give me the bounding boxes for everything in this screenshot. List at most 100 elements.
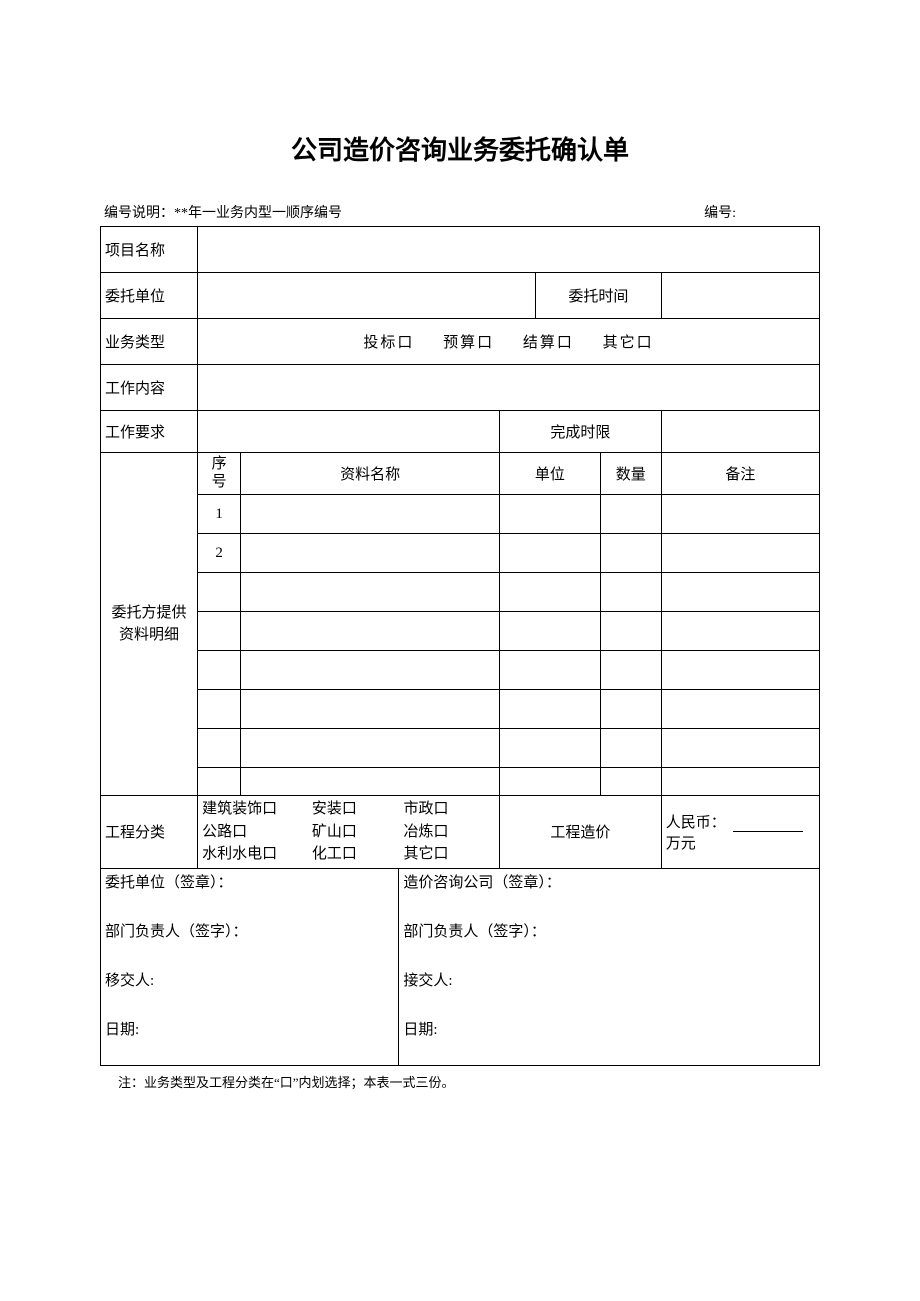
label-remark: 备注 <box>661 453 819 495</box>
material-name[interactable] <box>241 495 500 534</box>
material-seq: 2 <box>198 534 241 573</box>
label-material-name: 资料名称 <box>241 453 500 495</box>
material-unit[interactable] <box>500 573 601 612</box>
material-seq <box>198 768 241 796</box>
material-qty[interactable] <box>600 690 661 729</box>
label-qty: 数量 <box>600 453 661 495</box>
eng-opt-highway[interactable]: 公路口 <box>202 821 312 844</box>
material-seq: 1 <box>198 495 241 534</box>
biz-type-opt-bid[interactable]: 投标口 <box>363 335 414 351</box>
label-engineering-class: 工程分类 <box>101 796 198 869</box>
material-qty[interactable] <box>600 729 661 768</box>
field-work-req[interactable] <box>198 411 500 453</box>
material-remark[interactable] <box>661 495 819 534</box>
sign-right-dept-head: 部门负责人（签字）： <box>403 920 815 941</box>
footnote: 注：业务类型及工程分类在“口”内划选择；本表一式三份。 <box>100 1072 820 1091</box>
eng-opt-smelting[interactable]: 冶炼口 <box>403 821 495 844</box>
label-client-unit: 委托单位 <box>101 273 198 319</box>
eng-opt-municipal[interactable]: 市政口 <box>403 798 495 821</box>
material-seq <box>198 651 241 690</box>
material-remark[interactable] <box>661 612 819 651</box>
field-work-content[interactable] <box>198 365 820 411</box>
material-remark[interactable] <box>661 573 819 612</box>
material-row <box>101 573 820 612</box>
page-title: 公司造价咨询业务委托确认单 <box>100 130 820 167</box>
material-remark[interactable] <box>661 768 819 796</box>
rmb-prefix: 人民币： <box>666 815 726 831</box>
material-remark[interactable] <box>661 651 819 690</box>
material-qty[interactable] <box>600 612 661 651</box>
biz-type-opt-settle[interactable]: 结算口 <box>523 335 574 351</box>
material-row <box>101 612 820 651</box>
material-qty[interactable] <box>600 768 661 796</box>
material-remark[interactable] <box>661 690 819 729</box>
sign-left-unit: 委托单位（签章）： <box>105 871 394 892</box>
signature-left: 委托单位（签章）： 部门负责人（签字）： 移交人: 日期: <box>101 868 399 1065</box>
material-seq <box>198 690 241 729</box>
label-unit: 单位 <box>500 453 601 495</box>
header-line: 编号说明：**年一业务内型一顺序编号 编号: <box>100 202 820 222</box>
material-qty[interactable] <box>600 534 661 573</box>
material-qty[interactable] <box>600 651 661 690</box>
eng-opt-chemical[interactable]: 化工口 <box>312 843 404 866</box>
material-name[interactable] <box>241 690 500 729</box>
material-remark[interactable] <box>661 534 819 573</box>
number-label: 编号: <box>704 202 816 222</box>
label-biz-type: 业务类型 <box>101 319 198 365</box>
material-unit[interactable] <box>500 534 601 573</box>
numbering-description: 编号说明：**年一业务内型一顺序编号 <box>104 202 342 222</box>
material-seq <box>198 612 241 651</box>
label-deadline: 完成时限 <box>500 411 662 453</box>
material-unit[interactable] <box>500 729 601 768</box>
material-seq <box>198 729 241 768</box>
material-name[interactable] <box>241 729 500 768</box>
sign-right-receiver: 接交人: <box>403 969 815 990</box>
eng-opt-hydro[interactable]: 水利水电口 <box>202 843 312 866</box>
material-seq <box>198 573 241 612</box>
material-row: 1 <box>101 495 820 534</box>
field-project-name[interactable] <box>198 227 820 273</box>
label-work-req: 工作要求 <box>101 411 198 453</box>
material-unit[interactable] <box>500 651 601 690</box>
label-engineering-cost: 工程造价 <box>500 796 662 869</box>
field-entrust-time[interactable] <box>661 273 819 319</box>
sign-right-date: 日期: <box>403 1018 815 1039</box>
material-remark[interactable] <box>661 729 819 768</box>
material-name[interactable] <box>241 612 500 651</box>
rmb-value-line[interactable] <box>733 831 803 832</box>
label-seq: 序号 <box>198 453 241 495</box>
material-qty[interactable] <box>600 573 661 612</box>
material-row <box>101 690 820 729</box>
signature-right: 造价咨询公司（签章）： 部门负责人（签字）： 接交人: 日期: <box>399 868 820 1065</box>
label-project-name: 项目名称 <box>101 227 198 273</box>
material-row <box>101 729 820 768</box>
sign-left-date: 日期: <box>105 1018 394 1039</box>
material-qty[interactable] <box>600 495 661 534</box>
material-row: 2 <box>101 534 820 573</box>
field-engineering-class[interactable]: 建筑装饰口 安装口 市政口 公路口 矿山口 冶炼口 水利水电口 化工口 其它口 <box>198 796 500 869</box>
biz-type-opt-budget[interactable]: 预算口 <box>443 335 494 351</box>
field-deadline[interactable] <box>661 411 819 453</box>
material-unit[interactable] <box>500 495 601 534</box>
material-name[interactable] <box>241 651 500 690</box>
form-table: 项目名称 委托单位 委托时间 业务类型 投标口 预算口 结算口 其它口 工作内容… <box>100 226 820 1066</box>
material-name[interactable] <box>241 573 500 612</box>
field-biz-type[interactable]: 投标口 预算口 结算口 其它口 <box>198 319 820 365</box>
sign-right-company: 造价咨询公司（签章）： <box>403 871 815 892</box>
eng-opt-other[interactable]: 其它口 <box>403 843 495 866</box>
material-name[interactable] <box>241 768 500 796</box>
material-unit[interactable] <box>500 768 601 796</box>
eng-opt-install[interactable]: 安装口 <box>312 798 404 821</box>
field-client-unit[interactable] <box>198 273 536 319</box>
material-unit[interactable] <box>500 612 601 651</box>
eng-opt-decoration[interactable]: 建筑装饰口 <box>202 798 312 821</box>
eng-opt-mine[interactable]: 矿山口 <box>312 821 404 844</box>
label-materials: 委托方提供资料明细 <box>101 453 198 796</box>
sign-left-handover: 移交人: <box>105 969 394 990</box>
material-name[interactable] <box>241 534 500 573</box>
biz-type-opt-other[interactable]: 其它口 <box>603 335 654 351</box>
material-row <box>101 768 820 796</box>
material-unit[interactable] <box>500 690 601 729</box>
material-row <box>101 651 820 690</box>
field-engineering-cost[interactable]: 人民币： 万元 <box>661 796 819 869</box>
